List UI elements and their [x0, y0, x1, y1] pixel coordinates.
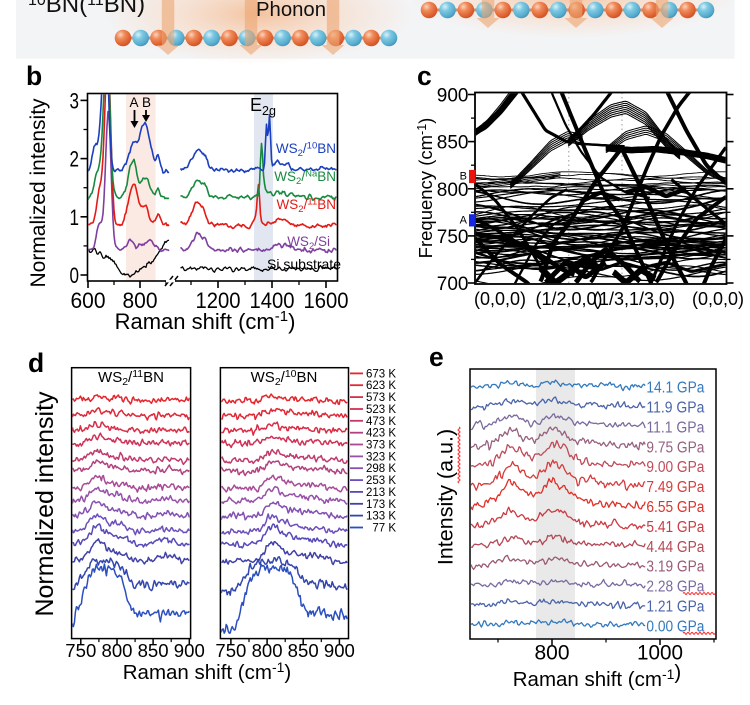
- svg-text:800: 800: [123, 288, 158, 313]
- svg-text:Raman shift (cm-1): Raman shift (cm-1): [115, 308, 296, 334]
- svg-text:673 K: 673 K: [366, 368, 396, 380]
- svg-text:523 K: 523 K: [366, 404, 396, 416]
- svg-text:2.28 GPa: 2.28 GPa: [646, 579, 704, 596]
- svg-text:B: B: [460, 170, 467, 182]
- svg-text:4.44 GPa: 4.44 GPa: [646, 539, 704, 556]
- svg-text:9.00 GPa: 9.00 GPa: [646, 459, 704, 476]
- svg-text:WS2/10BN: WS2/10BN: [276, 141, 336, 159]
- svg-text:14.1 GPa: 14.1 GPa: [646, 380, 704, 397]
- svg-text:Frequency (cm-1): Frequency (cm-1): [415, 118, 436, 259]
- svg-text:WS2/10BN: WS2/10BN: [251, 368, 318, 388]
- svg-text:373 K: 373 K: [366, 440, 396, 452]
- svg-text:(1/3,1/3,0): (1/3,1/3,0): [593, 289, 675, 309]
- svg-text:900: 900: [174, 640, 205, 661]
- svg-text:WS2/NaBN: WS2/NaBN: [274, 169, 336, 187]
- svg-text:e: e: [429, 342, 444, 372]
- svg-text:0.00 GPa: 0.00 GPa: [646, 618, 704, 635]
- svg-text:5.41 GPa: 5.41 GPa: [646, 519, 704, 536]
- svg-text:b: b: [26, 61, 42, 91]
- svg-text:298 K: 298 K: [366, 463, 396, 475]
- svg-text:(1/2,0,0): (1/2,0,0): [535, 289, 602, 309]
- svg-text:600: 600: [71, 288, 106, 313]
- svg-text:850: 850: [437, 133, 469, 154]
- svg-text:1000: 1000: [637, 642, 683, 665]
- svg-text:750: 750: [65, 640, 96, 661]
- svg-text:WS2/Si: WS2/Si: [287, 234, 330, 252]
- svg-text:A: A: [129, 95, 138, 110]
- svg-text:Normalized intensity: Normalized intensity: [31, 391, 59, 617]
- svg-text:WS2/11BN: WS2/11BN: [277, 197, 336, 215]
- svg-text:9.75 GPa: 9.75 GPa: [646, 439, 704, 456]
- svg-text:7.49 GPa: 7.49 GPa: [646, 479, 704, 496]
- svg-text:213 K: 213 K: [366, 487, 396, 499]
- svg-text:d: d: [28, 348, 44, 378]
- svg-text:133 K: 133 K: [366, 511, 396, 523]
- svg-text:A: A: [460, 215, 468, 227]
- svg-text:6.55 GPa: 6.55 GPa: [646, 499, 704, 516]
- svg-text:Intensity (a.u.): Intensity (a.u.): [434, 429, 458, 565]
- svg-text:11.9 GPa: 11.9 GPa: [646, 400, 704, 417]
- svg-text:850: 850: [138, 640, 169, 661]
- svg-text:1: 1: [70, 205, 80, 230]
- svg-text:173 K: 173 K: [366, 499, 396, 511]
- svg-text:573 K: 573 K: [366, 392, 396, 404]
- svg-text:Raman shift (cm-1): Raman shift (cm-1): [513, 661, 682, 691]
- svg-text:900: 900: [437, 86, 469, 107]
- svg-text:253 K: 253 K: [366, 475, 396, 487]
- svg-text:323 K: 323 K: [366, 451, 396, 463]
- svg-text:1400: 1400: [250, 288, 295, 313]
- svg-text:Phonon: Phonon: [256, 0, 326, 21]
- svg-text:800: 800: [102, 640, 133, 661]
- svg-text:850: 850: [288, 640, 319, 661]
- svg-text:473 K: 473 K: [366, 416, 396, 428]
- svg-text:11.1 GPa: 11.1 GPa: [646, 419, 704, 436]
- svg-text:77 K: 77 K: [372, 523, 396, 535]
- svg-text:750: 750: [215, 640, 246, 661]
- svg-text:(0,0,0): (0,0,0): [474, 289, 526, 309]
- svg-text:0: 0: [70, 263, 80, 288]
- svg-text:Normalized intensity: Normalized intensity: [27, 98, 50, 288]
- svg-text:(0,0,0): (0,0,0): [692, 289, 744, 309]
- svg-text:WS2/11BN: WS2/11BN: [98, 368, 164, 388]
- svg-text:10BN(11BN): 10BN(11BN): [28, 0, 145, 18]
- svg-text:3.19 GPa: 3.19 GPa: [646, 559, 704, 576]
- svg-text:3: 3: [70, 88, 80, 113]
- svg-text:700: 700: [437, 274, 469, 295]
- svg-text:1.21 GPa: 1.21 GPa: [646, 599, 704, 616]
- svg-text:800: 800: [535, 642, 570, 665]
- svg-text:750: 750: [437, 227, 469, 248]
- svg-text:2: 2: [70, 147, 80, 172]
- svg-text:800: 800: [437, 180, 469, 201]
- svg-text:Raman shift (cm-1): Raman shift (cm-1): [123, 659, 292, 684]
- svg-text:423 K: 423 K: [366, 428, 396, 440]
- svg-text:900: 900: [324, 640, 355, 661]
- svg-text:1600: 1600: [304, 288, 349, 313]
- svg-text:623 K: 623 K: [366, 380, 396, 392]
- svg-text:c: c: [417, 61, 432, 91]
- svg-text:1200: 1200: [196, 288, 241, 313]
- svg-text:Si substrate: Si substrate: [267, 256, 341, 272]
- svg-text:B: B: [142, 95, 151, 110]
- svg-text:800: 800: [252, 640, 283, 661]
